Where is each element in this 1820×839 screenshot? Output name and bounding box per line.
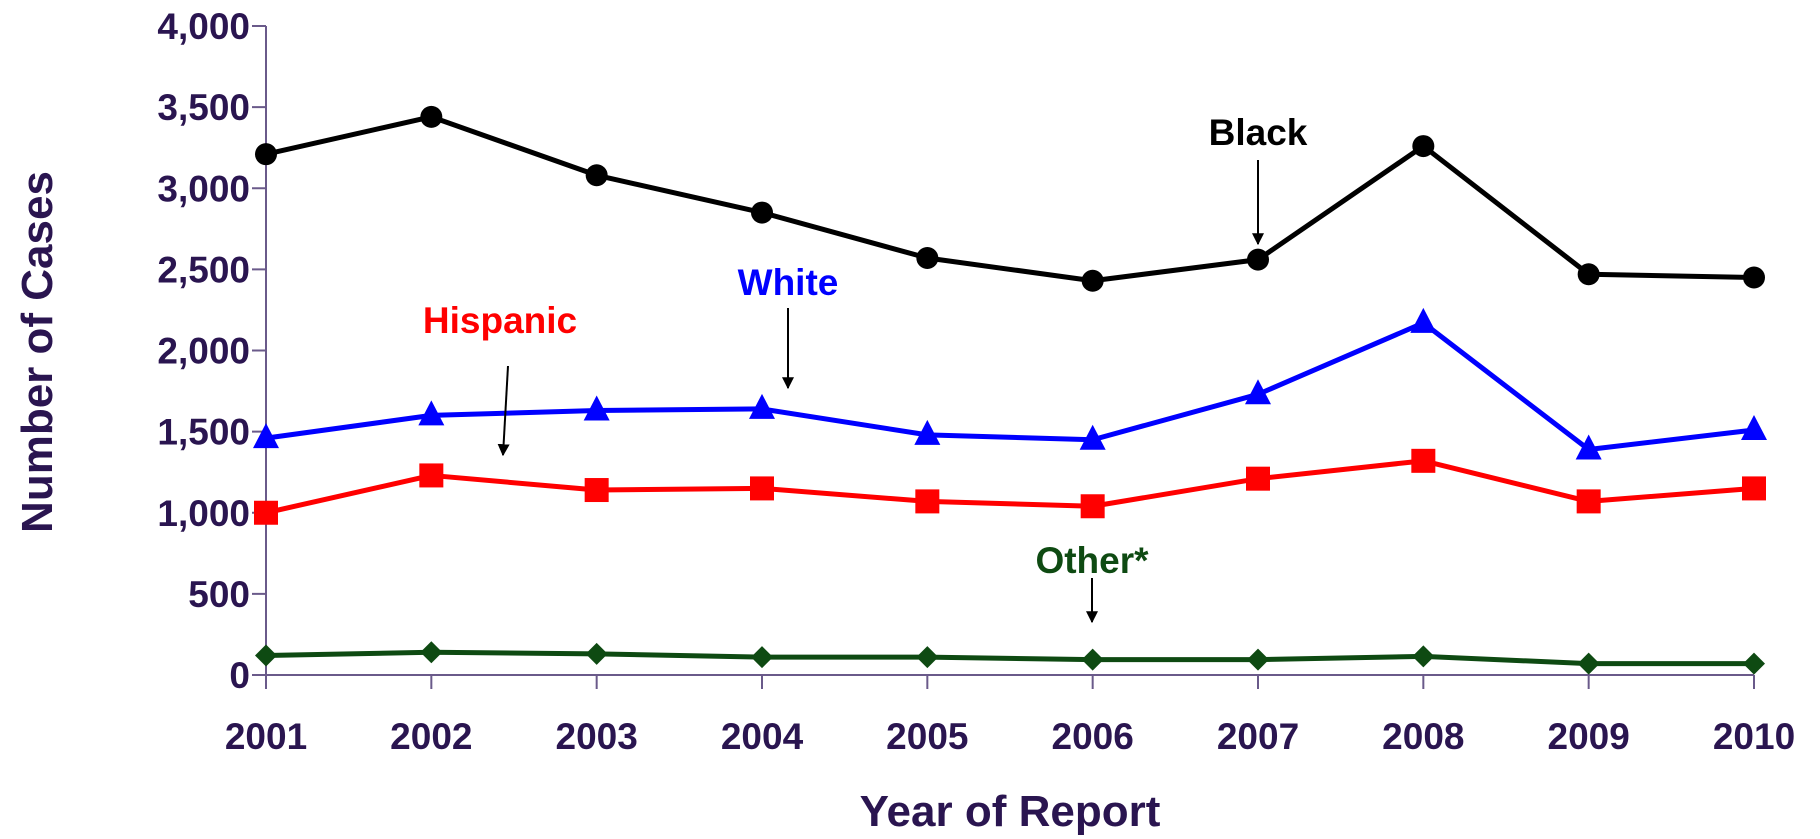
data-point: Hispanic 2010: 1150 [1742, 476, 1766, 501]
y-tick-label: 1,000 [157, 493, 250, 534]
y-tick-label: 4,000 [157, 6, 250, 47]
series-black: Black 2001: 3210 Black 2002: 3440 Black 20… [255, 105, 1765, 292]
y-tick-label: 500 [188, 574, 250, 615]
data-point: Other* 2004: 110 [751, 646, 773, 669]
data-point: White 2006: 1450 [1079, 424, 1106, 450]
data-point: White 2005: 1480 [914, 419, 941, 445]
data-point: Black 2002: 3440 [420, 105, 443, 128]
series-line [265, 649, 1754, 667]
series-line [265, 458, 1755, 516]
data-point: Other* 2009: 70 [1577, 652, 1600, 675]
data-point: Black 2004: 2850 [751, 201, 773, 224]
x-tick-labels: 2001 2002 2003 2004 2005 2006 2007 2008 2009 2010 [225, 716, 1795, 757]
y-tick-label: 3,500 [157, 87, 250, 128]
x-tick-label: 2004 [721, 716, 804, 757]
data-point: White 2009: 1390 [1575, 434, 1602, 460]
x-tick-label: 2010 [1713, 716, 1795, 757]
data-point: Black 2005: 2570 [916, 247, 939, 270]
data-point: Other* 2007: 95 [1247, 648, 1269, 671]
series-label-white: White [738, 262, 839, 303]
data-point: White 2007: 1730 [1245, 379, 1271, 405]
series-label-hispanic: Hispanic [423, 300, 577, 341]
x-tick-label: 2007 [1217, 716, 1299, 757]
data-point: Black 2003: 3080 [585, 164, 608, 187]
data-point: Other* 2002: 140 [420, 641, 443, 664]
data-point: Black 2008: 3260 [1412, 135, 1435, 158]
data-point: Other* 2008: 115 [1412, 645, 1435, 668]
data-point: Hispanic 2002: 1230 [419, 463, 444, 488]
x-axis-title: Year of Report [860, 787, 1161, 836]
series-hispanic: Hispanic 2001: 1000 Hispanic 2002: 1230 Hi… [254, 448, 1766, 525]
data-point: White 2003: 1630 [583, 395, 610, 421]
data-point: White 2001: 1460 [253, 423, 279, 449]
data-point: Other* 2006: 95 [1081, 648, 1104, 671]
data-point: Hispanic 2008: 1320 [1411, 448, 1436, 473]
y-tick-label: 3,000 [157, 168, 250, 209]
data-point: Hispanic 2006: 1040 [1080, 494, 1105, 519]
y-axis-title: Number of Cases [13, 171, 62, 533]
y-tick-labels: 0 500 1,000 1,500 2,000 2,500 3,000 3,500 4,000 [157, 6, 250, 696]
axes [252, 25, 1755, 689]
data-point: Black 2010: 2450 [1743, 266, 1765, 289]
data-point: Hispanic 2007: 1210 [1246, 466, 1270, 491]
data-point: Hispanic 2003: 1140 [584, 478, 609, 503]
data-point: Hispanic 2001: 1000 [254, 500, 278, 525]
y-tick-label: 0 [229, 655, 250, 696]
x-tick-label: 2002 [390, 716, 472, 757]
data-point: White 2004: 1640 [749, 393, 775, 419]
data-point: Hispanic 2005: 1070 [915, 489, 940, 514]
data-point: Other* 2005: 110 [916, 646, 939, 669]
x-tick-label: 2008 [1382, 716, 1464, 757]
data-point: White 2008: 2170 [1410, 307, 1437, 333]
data-point: White 2002: 1600 [418, 400, 445, 426]
data-point: Other* 2003: 130 [585, 642, 608, 665]
data-point: Black 2009: 2470 [1577, 263, 1600, 286]
data-point: Hispanic 2004: 1150 [750, 476, 774, 501]
data-point: Black 2007: 2560 [1247, 248, 1269, 271]
series-label-black: Black [1209, 112, 1308, 153]
data-point: Black 2001: 3210 [255, 143, 277, 166]
annotations: Black White Hispanic Other* [423, 112, 1308, 624]
x-tick-label: 2006 [1052, 716, 1134, 757]
data-point: Black 2006: 2430 [1081, 269, 1104, 292]
label-arrow [497, 365, 510, 457]
y-tick-label: 1,500 [157, 412, 250, 453]
data-point: Hispanic 2009: 1070 [1576, 489, 1601, 514]
y-tick-label: 2,000 [157, 331, 250, 372]
series-line [265, 320, 1755, 452]
series-other: Other* 2001: 120 Other* 2002: 140 Other* 2… [255, 641, 1765, 675]
x-tick-label: 2009 [1548, 716, 1630, 757]
series-layer: Black 2001: 3210 Black 2002: 3440 Black 20… [253, 105, 1767, 675]
x-tick-label: 2001 [225, 716, 307, 757]
data-point: White 2010: 1510 [1741, 415, 1767, 441]
x-tick-label: 2005 [886, 716, 968, 757]
data-point: Other* 2001: 120 [255, 644, 277, 667]
series-line [265, 114, 1755, 284]
data-point: Other* 2010: 70 [1743, 652, 1765, 675]
series-label-other: Other* [1035, 540, 1149, 581]
x-tick-label: 2003 [556, 716, 638, 757]
y-tick-label: 2,500 [157, 249, 250, 290]
series-white: White 2001: 1460 White 2002: 1600 White 20… [253, 307, 1767, 460]
